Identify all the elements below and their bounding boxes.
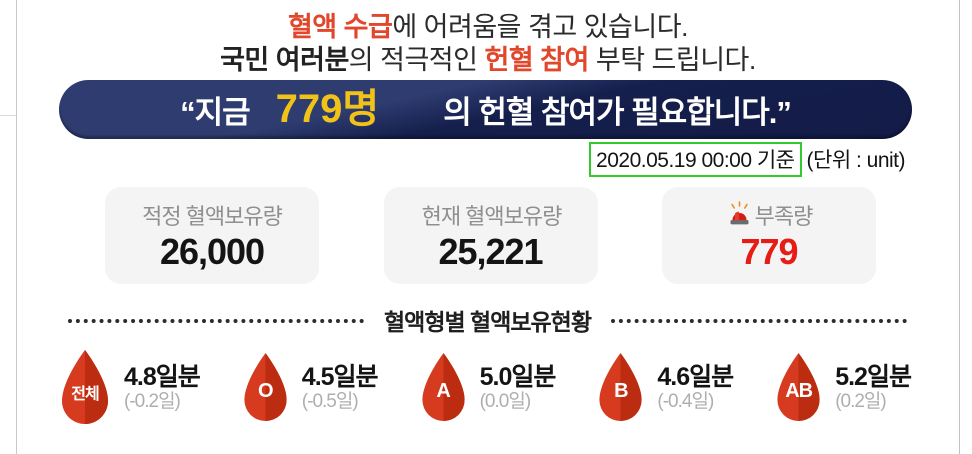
right-grid-line bbox=[959, 0, 960, 454]
notice-line2-bold: 국민 여러분 bbox=[220, 45, 349, 75]
notice-line2-highlight: 헌혈 참여 bbox=[484, 45, 589, 75]
days-supply: 4.8일분 bbox=[124, 362, 201, 391]
card-current-stock: 현재 혈액보유량 25,221 bbox=[383, 187, 598, 284]
days-supply: 5.2일분 bbox=[835, 362, 912, 391]
blood-type-stats: 5.0일분 (0.0일) bbox=[479, 362, 557, 414]
blood-type-label: B bbox=[614, 380, 628, 403]
card-optimal-stock: 적정 혈액보유량 26,000 bbox=[105, 187, 319, 284]
report-date-badge: 2020.05.19 00:00 기준 bbox=[589, 142, 802, 177]
blood-type-label: 전체 bbox=[71, 385, 99, 403]
blood-drop-icon: O bbox=[238, 350, 293, 426]
card-label: 현재 혈액보유량 bbox=[420, 199, 563, 231]
blood-type-stats: 4.5일분 (-0.5일) bbox=[301, 362, 379, 414]
blood-drop-icon: 전체 bbox=[55, 348, 115, 428]
summary-cards: 적정 혈액보유량 26,000 현재 혈액보유량 25,221 bbox=[105, 187, 876, 284]
left-grid-line bbox=[16, 0, 17, 454]
blood-type-stats: 4.6일분 (-0.4일) bbox=[657, 362, 734, 414]
days-delta: (-0.5일) bbox=[301, 391, 359, 413]
card-label-text: 현재 혈액보유량 bbox=[421, 203, 563, 229]
blood-type-o: O 4.5일분 (-0.5일) bbox=[238, 348, 379, 428]
blood-type-total: 전체 4.8일분 (-0.2일) bbox=[55, 348, 201, 428]
banner-suffix: 의 헌혈 참여가 필요합니다.” bbox=[443, 95, 792, 130]
blood-type-stats: 5.2일분 (0.2일) bbox=[835, 362, 912, 414]
blood-type-ab: AB 5.2일분 (0.2일) bbox=[771, 348, 912, 428]
blood-drop-icon: A bbox=[416, 350, 471, 426]
unit-note: (단위 : unit) bbox=[806, 149, 906, 172]
notice-line-1: 혈액 수급에 어려움을 겪고 있습니다. bbox=[17, 5, 959, 44]
card-label: 적정 혈액보유량 bbox=[142, 203, 283, 229]
shortage-value: 779 bbox=[740, 230, 798, 272]
notice-line2-rest: 부탁 드립니다. bbox=[588, 45, 757, 75]
left-grid-tick bbox=[0, 115, 16, 116]
card-value: 26,000 bbox=[159, 230, 265, 272]
blood-drop-icon: AB bbox=[771, 350, 826, 426]
donation-needed-banner: “지금 779명 의 헌혈 참여가 필요합니다.” bbox=[59, 80, 912, 139]
notice-line1-rest: 에 어려움을 겪고 있습니다. bbox=[392, 12, 689, 42]
days-delta: (0.2일) bbox=[835, 391, 887, 413]
card-shortage: 부족량 779 bbox=[662, 187, 876, 284]
days-delta: (0.0일) bbox=[479, 391, 532, 413]
blood-type-stats: 4.8일분 (-0.2일) bbox=[124, 362, 201, 414]
card-label: 부족량 bbox=[726, 199, 813, 231]
siren-icon bbox=[730, 201, 749, 225]
card-label-text: 부족량 bbox=[754, 203, 814, 229]
blood-drop-icon: B bbox=[593, 350, 648, 426]
blood-type-a: A 5.0일분 (0.0일) bbox=[416, 348, 556, 428]
divider-dots-right bbox=[611, 319, 907, 323]
card-value: 25,221 bbox=[438, 230, 543, 272]
days-delta: (-0.4일) bbox=[657, 391, 714, 413]
blood-type-label: A bbox=[436, 380, 450, 403]
banner-prefix: “지금 bbox=[180, 95, 251, 130]
notice-line2-mid: 의 적극적인 bbox=[348, 45, 485, 75]
blood-type-row: 전체 4.8일분 (-0.2일) O 4.5일분 (-0.5일) bbox=[55, 348, 912, 428]
blood-type-b: B 4.6일분 (-0.4일) bbox=[593, 348, 734, 428]
divider-dots-left bbox=[68, 319, 364, 323]
section-divider: 혈액형별 혈액보유현황 bbox=[68, 303, 907, 337]
days-delta: (-0.2일) bbox=[124, 391, 181, 413]
notice-line-2: 국민 여러분의 적극적인 헌혈 참여 부탁 드립니다. bbox=[17, 38, 959, 77]
days-supply: 5.0일분 bbox=[479, 362, 557, 391]
needed-donor-count: 779명 bbox=[275, 86, 380, 131]
days-supply: 4.6일분 bbox=[657, 362, 734, 391]
notice-line1-highlight: 혈액 수급 bbox=[287, 12, 393, 42]
section-title: 혈액형별 혈액보유현황 bbox=[384, 309, 592, 335]
blood-type-label: O bbox=[258, 380, 274, 403]
report-meta: 2020.05.19 00:00 기준 (단위 : unit) bbox=[589, 142, 905, 177]
days-supply: 4.5일분 bbox=[301, 362, 379, 391]
blood-type-label: AB bbox=[785, 380, 813, 403]
